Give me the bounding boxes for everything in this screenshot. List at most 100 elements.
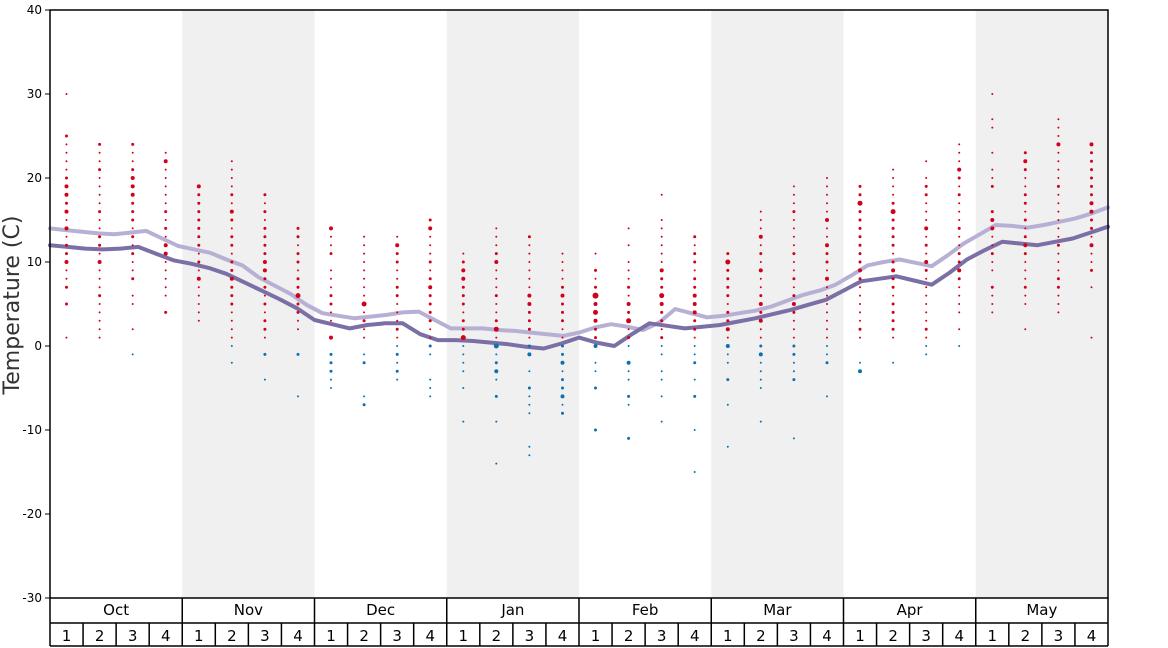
temperature-dot bbox=[461, 302, 465, 306]
temperature-dot bbox=[429, 328, 432, 331]
trend-line-light bbox=[48, 205, 1110, 338]
temperature-dot bbox=[726, 403, 729, 406]
temperature-dot bbox=[692, 310, 697, 315]
temperature-dot bbox=[957, 268, 962, 273]
temperature-dot bbox=[1056, 142, 1061, 147]
temperature-dot bbox=[1090, 261, 1093, 263]
temperature-dot bbox=[892, 177, 895, 179]
week-label: 1 bbox=[591, 627, 601, 645]
temperature-dot bbox=[858, 226, 862, 230]
temperature-dot bbox=[329, 226, 333, 231]
temperature-dot bbox=[991, 151, 994, 154]
week-label: 3 bbox=[921, 627, 931, 645]
week-label: 3 bbox=[525, 627, 535, 645]
temperature-dot bbox=[891, 235, 895, 239]
temperature-dot bbox=[395, 260, 399, 264]
temperature-dot bbox=[263, 336, 266, 339]
week-label: 3 bbox=[128, 627, 138, 645]
temperature-dot bbox=[958, 219, 961, 221]
temperature-dot bbox=[164, 177, 167, 179]
y-tick-label: 30 bbox=[27, 87, 42, 101]
temperature-dot bbox=[1023, 243, 1028, 248]
temperature-dot bbox=[660, 285, 664, 289]
temperature-dot bbox=[297, 244, 299, 247]
temperature-dot bbox=[561, 352, 564, 356]
temperature-dot bbox=[594, 386, 597, 390]
temperature-dot bbox=[792, 193, 795, 196]
temperature-dot bbox=[395, 243, 400, 248]
temperature-dot bbox=[263, 352, 267, 356]
temperature-dot bbox=[627, 227, 630, 230]
temperature-dot bbox=[826, 269, 828, 272]
temperature-dot bbox=[957, 260, 961, 264]
temperature-dot bbox=[164, 277, 167, 280]
y-tick-label: -10 bbox=[22, 423, 42, 437]
temperature-dot bbox=[561, 277, 564, 280]
temperature-dot bbox=[1057, 135, 1060, 137]
week-label: 1 bbox=[326, 627, 336, 645]
temperature-dot bbox=[758, 352, 763, 357]
temperature-dot bbox=[429, 353, 432, 356]
temperature-dot bbox=[826, 193, 828, 196]
temperature-dot bbox=[925, 202, 928, 205]
temperature-dot bbox=[329, 252, 333, 256]
temperature-dot bbox=[230, 336, 233, 339]
daily-temperature-dots bbox=[64, 93, 1094, 473]
temperature-dot bbox=[1024, 261, 1027, 263]
temperature-dot bbox=[362, 319, 366, 323]
temperature-dot bbox=[791, 302, 796, 306]
temperature-dot bbox=[98, 168, 102, 172]
temperature-dot bbox=[660, 219, 663, 221]
temperature-dot bbox=[98, 252, 101, 255]
temperature-dot bbox=[660, 244, 663, 247]
temperature-dot bbox=[825, 260, 829, 264]
temperature-dot bbox=[329, 302, 333, 306]
temperature-dot bbox=[825, 243, 829, 248]
temperature-dot bbox=[363, 328, 366, 331]
temperature-dot bbox=[925, 345, 928, 347]
temperature-dot bbox=[561, 411, 564, 415]
temperature-dot bbox=[561, 310, 564, 314]
temperature-dot bbox=[726, 361, 729, 364]
temperature-dot bbox=[98, 294, 102, 298]
temperature-dot bbox=[759, 328, 762, 331]
temperature-dot bbox=[131, 151, 134, 154]
temperature-dot bbox=[164, 310, 168, 314]
temperature-dot bbox=[230, 168, 233, 171]
temperature-dot bbox=[230, 227, 233, 230]
temperature-dot bbox=[826, 353, 828, 356]
temperature-dot bbox=[958, 311, 961, 314]
temperature-dot bbox=[958, 143, 961, 146]
temperature-dot bbox=[759, 219, 762, 221]
y-axis-label: Temperature (C) bbox=[0, 216, 25, 396]
temperature-dot bbox=[229, 276, 234, 281]
temperature-dot bbox=[1090, 151, 1093, 155]
temperature-dot bbox=[1057, 269, 1060, 272]
temperature-dot bbox=[991, 168, 994, 171]
temperature-dot bbox=[363, 261, 366, 263]
temperature-dot bbox=[759, 227, 762, 230]
temperature-dot bbox=[494, 319, 498, 323]
temperature-dot bbox=[891, 243, 895, 247]
temperature-dot bbox=[65, 219, 68, 221]
temperature-dot bbox=[891, 201, 895, 205]
temperature-dot bbox=[363, 395, 366, 398]
temperature-dot bbox=[593, 344, 598, 348]
temperature-dot bbox=[330, 319, 332, 322]
temperature-dot bbox=[462, 361, 465, 364]
temperature-dot bbox=[792, 328, 795, 331]
temperature-dot bbox=[64, 260, 69, 264]
temperature-dot bbox=[693, 244, 696, 247]
temperature-dot bbox=[925, 219, 928, 221]
temperature-dot bbox=[528, 336, 531, 339]
temperature-dot bbox=[627, 378, 630, 381]
temperature-dot bbox=[263, 226, 267, 230]
temperature-dot bbox=[859, 319, 861, 322]
temperature-dot bbox=[495, 303, 498, 305]
temperature-dot bbox=[659, 268, 664, 273]
temperature-dot bbox=[1057, 118, 1060, 121]
temperature-dot bbox=[330, 235, 332, 238]
temperature-dot bbox=[924, 327, 928, 331]
week-label: 2 bbox=[756, 627, 766, 645]
